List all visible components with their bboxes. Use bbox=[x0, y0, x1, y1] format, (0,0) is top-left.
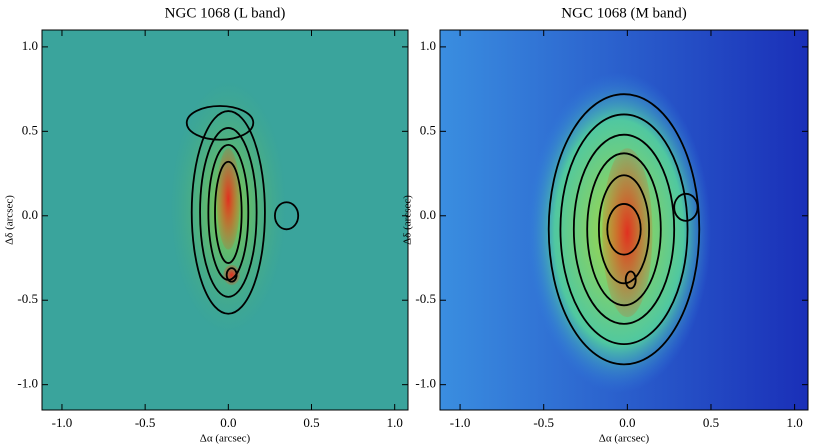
y-tick-label: -0.5 bbox=[415, 291, 436, 306]
x-tick-label: 0.0 bbox=[619, 415, 635, 430]
y-tick-label: 1.0 bbox=[22, 38, 38, 53]
y-tick-label: -1.0 bbox=[415, 376, 436, 391]
contour bbox=[274, 201, 300, 231]
contour bbox=[214, 160, 243, 264]
y-axis-label: Δδ (arcsec) bbox=[4, 195, 16, 245]
contour bbox=[185, 105, 255, 141]
contour bbox=[572, 133, 676, 325]
plot-frame bbox=[439, 29, 809, 411]
x-tick-label: -1.0 bbox=[450, 415, 471, 430]
contour bbox=[547, 93, 701, 366]
x-tick-label: 1.0 bbox=[786, 415, 802, 430]
contour bbox=[624, 270, 637, 290]
contour bbox=[586, 152, 662, 307]
x-axis-label: Δα (arcsec) bbox=[599, 433, 650, 445]
y-axis-label: Δδ (arcsec) bbox=[402, 195, 414, 245]
chart-title: NGC 1068 (L band) bbox=[165, 5, 286, 21]
contour bbox=[598, 174, 650, 285]
x-tick-label: 0.0 bbox=[220, 415, 236, 430]
y-tick-label: -1.0 bbox=[17, 376, 38, 391]
contour bbox=[190, 110, 266, 315]
x-axis-label: Δα (arcsec) bbox=[200, 433, 251, 445]
x-tick-label: 1.0 bbox=[387, 415, 403, 430]
contour bbox=[606, 203, 642, 256]
x-tick-label: 0.5 bbox=[703, 415, 719, 430]
x-tick-label: -0.5 bbox=[533, 415, 554, 430]
image-area bbox=[42, 30, 408, 410]
emission-core bbox=[602, 148, 653, 318]
contour bbox=[199, 127, 258, 298]
x-tick-label: 0.5 bbox=[303, 415, 319, 430]
y-tick-label: 1.0 bbox=[420, 38, 436, 53]
contour bbox=[673, 192, 699, 222]
contour bbox=[559, 113, 689, 346]
contour bbox=[225, 267, 238, 283]
y-tick-label: 0.5 bbox=[22, 122, 38, 137]
emission-core bbox=[216, 148, 240, 250]
y-tick-label: 0.0 bbox=[22, 207, 38, 222]
y-tick-label: -0.5 bbox=[17, 291, 38, 306]
x-tick-label: -0.5 bbox=[135, 415, 156, 430]
y-tick-label: 0.0 bbox=[420, 207, 436, 222]
y-tick-label: 0.5 bbox=[420, 122, 436, 137]
x-tick-label: -1.0 bbox=[52, 415, 73, 430]
chart-title: NGC 1068 (M band) bbox=[561, 5, 686, 21]
plot-frame bbox=[41, 29, 409, 411]
image-area bbox=[440, 30, 808, 410]
